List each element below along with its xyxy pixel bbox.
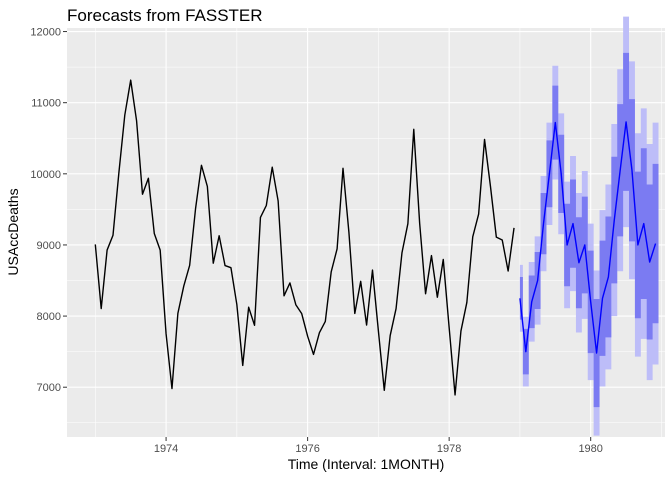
y-tick-label: 12000 bbox=[30, 27, 61, 39]
y-tick-label: 9000 bbox=[37, 240, 61, 252]
y-axis-title: USAccDeaths bbox=[5, 188, 21, 275]
x-tick-label: 1974 bbox=[154, 443, 178, 455]
history-line bbox=[94, 79, 515, 396]
grid-minor bbox=[67, 28, 665, 437]
forecast-mean-line bbox=[519, 121, 657, 354]
x-tick-label: 1976 bbox=[295, 443, 319, 455]
x-tick-label: 1980 bbox=[578, 443, 602, 455]
y-tick-label: 10000 bbox=[30, 169, 61, 181]
series-lines bbox=[94, 79, 657, 396]
axes: 1974 1976 1978 1980 7000 8000 9000 10000 11000 12… bbox=[30, 27, 603, 455]
y-tick-label: 7000 bbox=[37, 382, 61, 394]
y-tick-label: 8000 bbox=[37, 311, 61, 323]
chart-title: Forecasts from FASSTER bbox=[67, 6, 263, 25]
x-tick-label: 1978 bbox=[437, 443, 461, 455]
x-axis-title: Time (Interval: 1MONTH) bbox=[288, 456, 445, 472]
y-tick-label: 11000 bbox=[31, 98, 61, 110]
